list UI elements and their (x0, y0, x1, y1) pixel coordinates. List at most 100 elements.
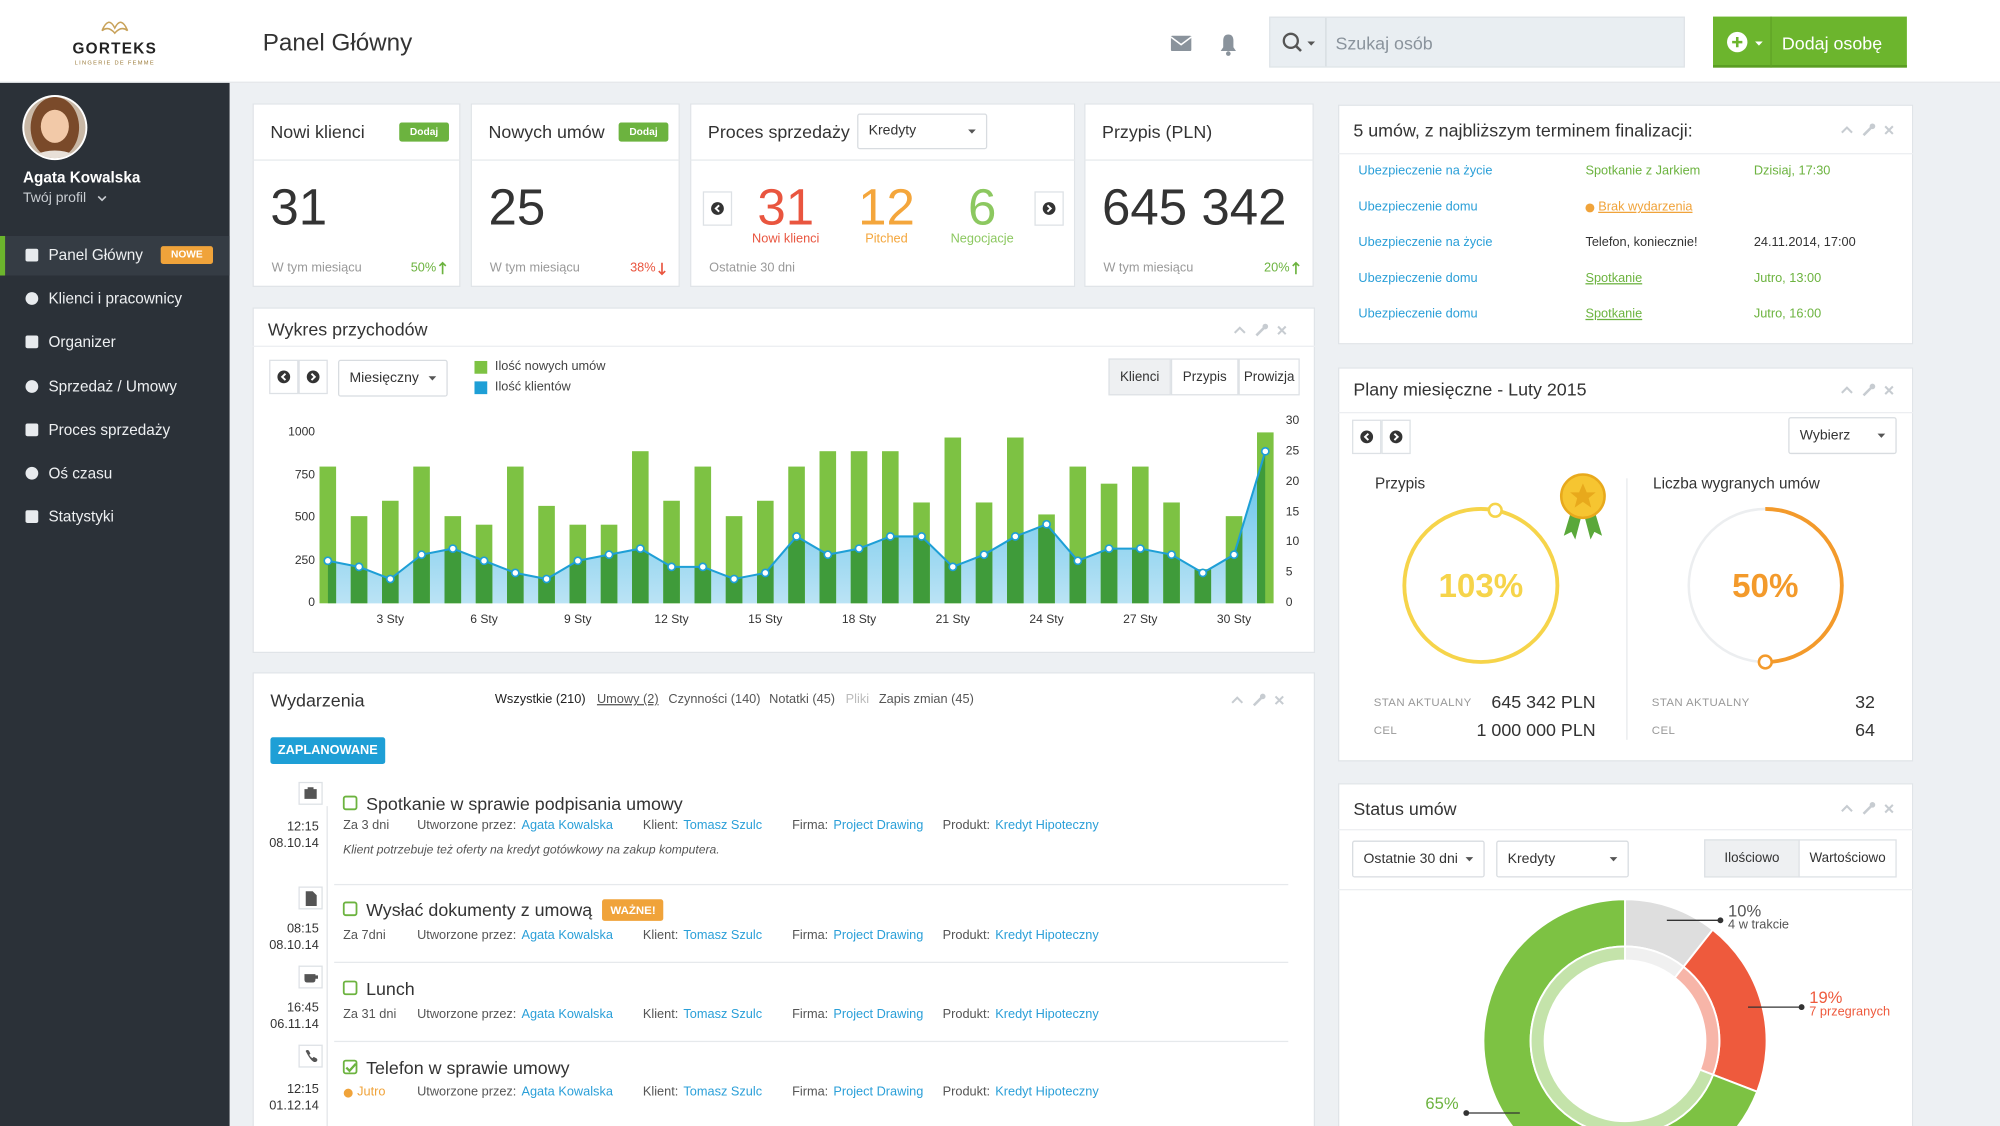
panel-title: Plany miesięczne - Luty 2015 (1353, 378, 1587, 400)
x-tick-label: 15 Sty (748, 612, 783, 627)
plan-row-value: 645 342 PLN (1491, 691, 1596, 712)
gauge-value: 103% (1438, 566, 1524, 605)
event-icon-box (298, 886, 323, 910)
panel-title: Status umów (1353, 798, 1457, 819)
event-field-value[interactable]: Tomasz Szulc (683, 1007, 763, 1022)
chart-tab[interactable] (1170, 358, 1239, 396)
nav-badge (160, 246, 214, 265)
nav-item[interactable]: Statystyki (48, 507, 114, 526)
plan-row-label: CEL (1651, 723, 1676, 737)
chart-tab-label: Prowizja (1243, 368, 1295, 385)
deal-event[interactable]: Spotkanie (1585, 271, 1643, 286)
event-title[interactable]: Lunch (366, 978, 415, 999)
nav-button[interactable] (702, 191, 733, 226)
stage-value: 6 (967, 179, 997, 236)
search-box[interactable] (1269, 16, 1685, 68)
card-change: 50% (410, 261, 437, 276)
card-add-label: Dodaj (629, 125, 658, 138)
event-field-value[interactable]: Agata Kowalska (521, 1007, 613, 1022)
event-field-label: Utworzone przez: (417, 1007, 517, 1022)
deal-product[interactable]: Ubezpieczenie na życie (1358, 164, 1493, 179)
nav-item[interactable]: Panel Główny (48, 246, 143, 265)
event-title[interactable]: Spotkanie w sprawie podpisania umowy (366, 793, 683, 814)
page-title: Panel Główny (262, 29, 413, 57)
event-filter[interactable]: Czynności (140) (668, 692, 761, 707)
event-time: 08:15 (286, 922, 319, 937)
event-field-value[interactable]: Kredyt Hipoteczny (995, 818, 1099, 833)
event-filter[interactable]: Zapis zmian (45) (878, 692, 974, 707)
y-tick-label: 0 (308, 595, 316, 611)
event-time: 12:15 (286, 820, 319, 835)
card-title: Proces sprzedaży (707, 121, 850, 142)
deal-event[interactable]: Spotkanie (1585, 307, 1643, 322)
event-filter[interactable]: Notatki (45) (769, 692, 836, 707)
gauge-divider (1626, 478, 1628, 740)
status-tab[interactable] (1704, 839, 1800, 878)
deal-event[interactable]: Telefon, koniecznie! (1585, 235, 1698, 250)
card-title: Przypis (PLN) (1102, 121, 1213, 142)
nav-item[interactable]: Klienci i pracownicy (48, 289, 183, 308)
event-field-value[interactable]: Project Drawing (833, 1007, 924, 1022)
nav-item[interactable]: Organizer (48, 332, 116, 351)
event-field-value[interactable]: Tomasz Szulc (683, 818, 763, 833)
card-add-button[interactable] (399, 122, 449, 142)
select[interactable] (1352, 840, 1485, 878)
event-filter[interactable]: Wszystkie (210) (494, 692, 586, 707)
nav-button[interactable] (269, 359, 299, 395)
event-field-label: Klient: (642, 818, 679, 833)
deal-product[interactable]: Ubezpieczenie domu (1358, 271, 1478, 286)
stage-label: Pitched (865, 232, 908, 247)
event-badge (602, 899, 664, 921)
deal-product[interactable]: Ubezpieczenie domu (1358, 307, 1478, 322)
x-tick-label: 30 Sty (1216, 612, 1252, 627)
deal-product[interactable]: Ubezpieczenie na życie (1358, 235, 1493, 250)
select[interactable] (338, 359, 448, 397)
event-field-value[interactable]: Project Drawing (833, 818, 924, 833)
event-field-value[interactable]: Kredyt Hipoteczny (995, 1007, 1099, 1022)
select[interactable] (1496, 840, 1629, 878)
card-add-button[interactable] (618, 122, 669, 142)
event-field-value[interactable]: Agata Kowalska (521, 928, 613, 943)
card-title: Nowych umów (488, 121, 605, 142)
deal-event[interactable]: Spotkanie z Jarkiem (1585, 164, 1701, 179)
nav-item[interactable]: Sprzedaż / Umowy (48, 377, 177, 396)
event-icon-box (298, 1044, 323, 1068)
nav-item[interactable]: Oś czasu (48, 464, 113, 483)
status-tab[interactable] (1798, 839, 1897, 878)
chart-tab[interactable] (1108, 358, 1171, 396)
event-field-value[interactable]: Tomasz Szulc (683, 1085, 763, 1100)
event-field-value[interactable]: Project Drawing (833, 928, 924, 943)
deal-product[interactable]: Ubezpieczenie domu (1358, 200, 1478, 215)
card-footer: Ostatnie 30 dni (709, 261, 795, 276)
search-divider (1325, 17, 1327, 67)
event-filter[interactable]: Pliki (845, 692, 870, 707)
nav-item[interactable]: Proces sprzedaży (48, 420, 171, 439)
deal-time: Jutro, 16:00 (1753, 307, 1822, 322)
select[interactable] (857, 113, 988, 150)
profile-link[interactable]: Twój profil (22, 190, 87, 206)
event-field-value[interactable]: Agata Kowalska (521, 818, 613, 833)
chart-tab[interactable] (1238, 358, 1300, 396)
event-title[interactable]: Telefon w sprawie umowy (366, 1057, 570, 1078)
y2-tick-label: 30 (1285, 413, 1300, 428)
stage-label: Nowi klienci (752, 232, 820, 247)
event-due: Za 31 dni (343, 1007, 397, 1022)
event-field-value[interactable]: Kredyt Hipoteczny (995, 928, 1099, 943)
event-date: 08.10.14 (269, 938, 319, 953)
event-title[interactable]: Wysłać dokumenty z umową (366, 899, 593, 920)
nav-button[interactable] (1352, 419, 1382, 455)
status-tab-label: Ilościowo (1724, 850, 1780, 866)
event-field-value[interactable]: Kredyt Hipoteczny (995, 1085, 1099, 1100)
nav-button[interactable] (1034, 191, 1064, 226)
event-field-value[interactable]: Project Drawing (833, 1085, 924, 1100)
nav-button[interactable] (298, 359, 328, 395)
nav-button[interactable] (1381, 419, 1411, 455)
event-field-value[interactable]: Tomasz Szulc (683, 928, 763, 943)
event-field-value[interactable]: Agata Kowalska (521, 1085, 613, 1100)
card-header-line (690, 159, 1076, 161)
y-tick-label: 750 (294, 467, 316, 482)
event-field-label: Klient: (642, 1085, 679, 1100)
select-label: Kredyty (868, 123, 917, 139)
event-filter[interactable]: Umowy (2) (596, 692, 659, 707)
deal-event[interactable]: Brak wydarzenia (1598, 200, 1693, 215)
